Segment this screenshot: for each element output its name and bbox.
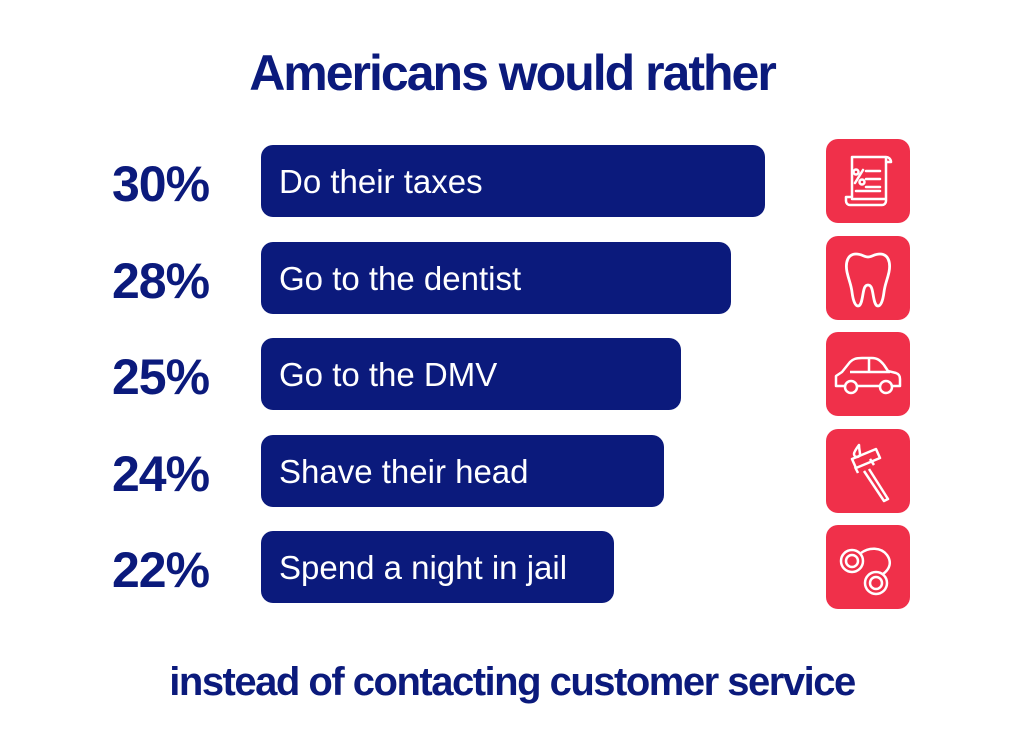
category-label: Go to the DMV	[279, 356, 498, 393]
bar: Go to the dentist	[261, 242, 731, 314]
value-label: 28%	[112, 253, 210, 309]
tooth-icon	[826, 236, 910, 320]
razor-icon	[826, 429, 910, 513]
category-label: Do their taxes	[279, 163, 483, 200]
bar-row: 30% Do their taxes	[0, 139, 1024, 223]
value-label: 30%	[112, 156, 210, 212]
tax-document-icon	[826, 139, 910, 223]
bar-row: 25% Go to the DMV	[0, 332, 1024, 416]
category-label: Go to the dentist	[279, 260, 522, 297]
category-label: Shave their head	[279, 453, 529, 490]
bar-row: 28% Go to the dentist	[0, 236, 1024, 320]
bar: Shave their head	[261, 435, 664, 507]
bar: Spend a night in jail	[261, 531, 614, 603]
value-label: 25%	[112, 349, 210, 405]
chart-title: Americans would rather	[249, 45, 777, 101]
bar-row: 22% Spend a night in jail	[0, 525, 1024, 609]
chart-subtitle: instead of contacting customer service	[169, 660, 856, 704]
bar: Go to the DMV	[261, 338, 681, 410]
category-label: Spend a night in jail	[279, 549, 568, 586]
car-icon	[826, 332, 910, 416]
value-label: 22%	[112, 542, 210, 598]
bar-row: 24% Shave their head	[0, 429, 1024, 513]
value-label: 24%	[112, 446, 210, 502]
handcuffs-icon	[826, 525, 910, 609]
bar: Do their taxes	[261, 145, 765, 217]
